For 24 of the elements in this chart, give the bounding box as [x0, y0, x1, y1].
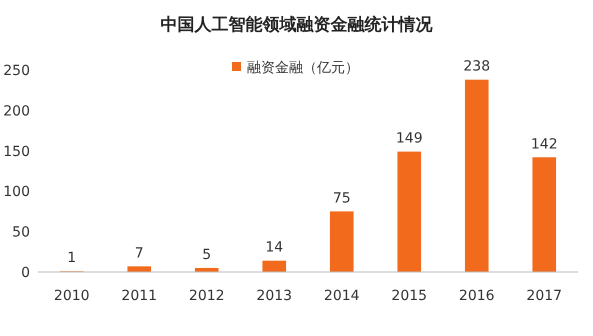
- x-tick-label: 2015: [391, 288, 428, 304]
- y-tick-label: 250: [3, 63, 30, 79]
- y-tick-label: 200: [3, 103, 30, 120]
- y-tick-label: 150: [3, 144, 30, 160]
- x-tick-label: 2010: [54, 288, 90, 304]
- data-label: 149: [396, 130, 423, 147]
- y-tick-label: 50: [12, 224, 30, 241]
- data-label: 238: [463, 58, 490, 75]
- x-tick-label: 2016: [458, 288, 495, 304]
- x-tick-label: 2012: [188, 288, 225, 304]
- x-tick-label: 2011: [121, 288, 158, 304]
- x-tick-label: 2017: [526, 288, 562, 304]
- chart-title: 中国人工智能领域融资金融统计情况: [160, 15, 434, 35]
- data-label: 142: [530, 136, 558, 152]
- data-label: 5: [202, 246, 212, 263]
- data-label: 75: [332, 190, 351, 206]
- y-tick-label: 0: [21, 265, 30, 281]
- legend-label: 融资金融（亿元）: [247, 60, 359, 76]
- data-label: 14: [265, 240, 284, 256]
- data-label: 1: [67, 250, 76, 266]
- y-tick-label: 100: [3, 184, 30, 200]
- x-tick-label: 2013: [256, 288, 292, 304]
- data-label: 7: [134, 245, 144, 262]
- x-tick-label: 2014: [324, 288, 360, 304]
